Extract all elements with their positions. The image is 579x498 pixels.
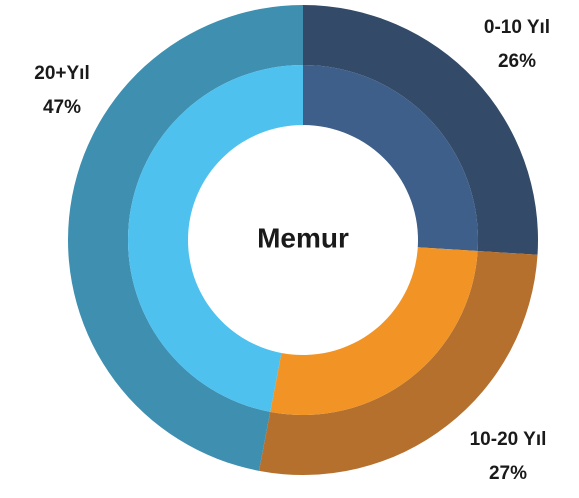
category-label: 20+Yıl <box>34 63 89 84</box>
inner-segment <box>270 247 478 415</box>
inner-segment <box>127 65 303 412</box>
value-label: 47% <box>43 97 81 118</box>
inner-segment <box>303 65 479 251</box>
value-label: 27% <box>489 463 527 484</box>
center-label: Memur <box>257 222 349 253</box>
category-label: 10-20 Yıl <box>470 429 547 450</box>
outer-segment <box>68 5 303 471</box>
outer-segment <box>303 5 538 255</box>
rings <box>68 5 538 476</box>
category-label: 0-10 Yıl <box>484 17 550 38</box>
value-label: 26% <box>498 51 536 72</box>
outer-segment <box>258 250 538 476</box>
